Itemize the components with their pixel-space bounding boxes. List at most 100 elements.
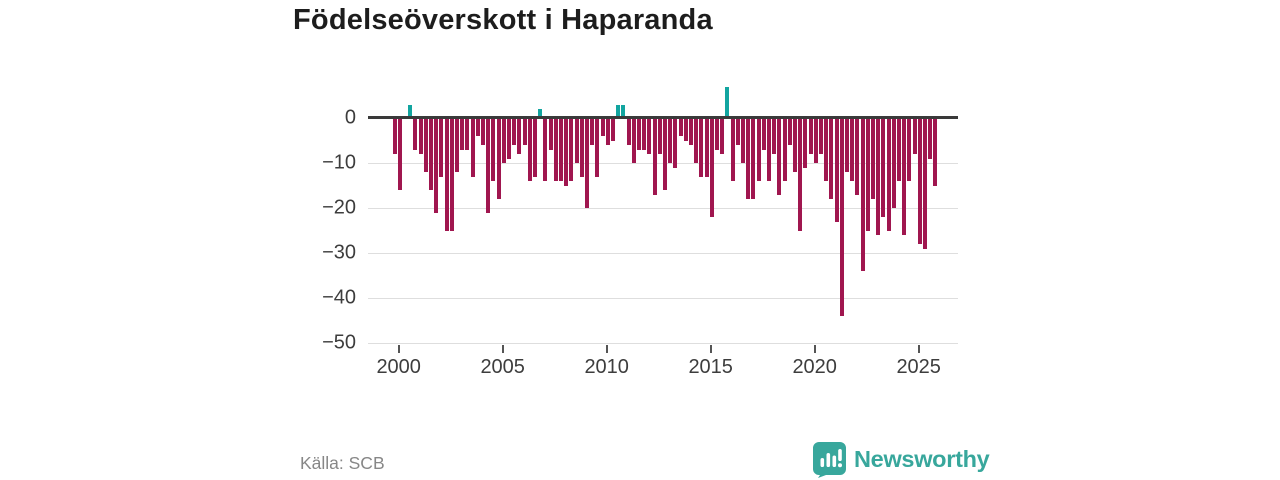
bar-negative bbox=[574, 118, 579, 164]
bar-negative bbox=[730, 118, 735, 182]
bar-negative bbox=[418, 118, 423, 155]
bar-negative bbox=[704, 118, 709, 177]
bar-negative bbox=[912, 118, 917, 155]
bar-negative bbox=[855, 118, 860, 195]
bar-negative bbox=[891, 118, 896, 209]
bar-negative bbox=[683, 118, 688, 141]
bar-negative bbox=[699, 118, 704, 177]
bar-negative bbox=[673, 118, 678, 168]
bar-positive bbox=[725, 86, 730, 119]
bar-negative bbox=[465, 118, 470, 150]
bar-negative bbox=[397, 118, 402, 191]
source-label: Källa: SCB bbox=[300, 453, 385, 473]
gridline bbox=[368, 253, 958, 255]
x-axis-tick bbox=[605, 345, 608, 353]
bar-negative bbox=[595, 118, 600, 177]
bar-negative bbox=[527, 118, 532, 182]
bar-negative bbox=[777, 118, 782, 195]
bar-negative bbox=[454, 118, 460, 173]
bar-negative bbox=[922, 118, 928, 249]
newsworthy-wordmark: Newsworthy bbox=[854, 446, 990, 472]
x-axis-tick-label: 2000 bbox=[376, 356, 421, 378]
x-axis-tick bbox=[917, 345, 920, 353]
bar-negative bbox=[496, 118, 501, 200]
chart-title: Födelseöverskott i Haparanda bbox=[293, 4, 713, 36]
x-axis-tick-label: 2010 bbox=[584, 356, 629, 378]
bar-negative bbox=[876, 118, 881, 236]
bar-negative bbox=[652, 118, 657, 195]
bar-negative bbox=[720, 118, 725, 155]
y-axis-tick-label: 0 bbox=[344, 106, 356, 129]
y-axis-tick-label: −50 bbox=[322, 331, 356, 354]
x-axis-tick bbox=[709, 345, 712, 353]
bar-negative bbox=[829, 118, 834, 200]
bar-negative bbox=[694, 118, 699, 164]
bar-negative bbox=[553, 118, 558, 182]
bar-negative bbox=[517, 118, 522, 155]
bar-positive bbox=[621, 104, 626, 119]
bar-positive bbox=[408, 104, 413, 119]
bar-negative bbox=[813, 118, 818, 164]
bar-negative bbox=[522, 118, 527, 146]
bar-negative bbox=[491, 118, 496, 182]
bar-negative bbox=[569, 118, 574, 182]
x-axis-tick bbox=[397, 345, 400, 353]
bar-negative bbox=[933, 118, 938, 186]
bar-negative bbox=[896, 118, 902, 182]
bar-negative bbox=[434, 118, 439, 213]
x-axis-tick-label: 2005 bbox=[480, 356, 525, 378]
bar-negative bbox=[917, 118, 922, 245]
bar-negative bbox=[740, 118, 746, 164]
bar-negative bbox=[761, 118, 766, 150]
bar-negative bbox=[428, 118, 434, 191]
bar-negative bbox=[626, 118, 631, 146]
bar-negative bbox=[647, 118, 652, 155]
bar-negative bbox=[605, 118, 610, 146]
bar-negative bbox=[564, 118, 569, 186]
bar-negative bbox=[558, 118, 564, 182]
bar-negative bbox=[792, 118, 798, 173]
bar-negative bbox=[678, 118, 683, 137]
bar-negative bbox=[907, 118, 912, 182]
bar-negative bbox=[636, 118, 642, 150]
bar-negative bbox=[928, 118, 933, 159]
gridline bbox=[368, 343, 958, 345]
gridline bbox=[368, 298, 958, 300]
bar-negative bbox=[860, 118, 865, 272]
bar-negative bbox=[782, 118, 787, 182]
bar-negative bbox=[772, 118, 777, 155]
bar-negative bbox=[865, 118, 870, 231]
y-axis-tick-label: −10 bbox=[322, 151, 356, 174]
bar-negative bbox=[480, 118, 486, 146]
bar-negative bbox=[470, 118, 475, 177]
x-axis-tick bbox=[501, 345, 504, 353]
bar-positive bbox=[616, 104, 621, 119]
zero-baseline bbox=[368, 116, 958, 120]
bar-negative bbox=[844, 118, 850, 173]
x-axis-tick-label: 2020 bbox=[792, 356, 837, 378]
newsworthy-logo: Newsworthy bbox=[812, 441, 990, 478]
x-axis-tick-label: 2015 bbox=[688, 356, 733, 378]
bar-negative bbox=[512, 118, 517, 146]
bar-negative bbox=[756, 118, 761, 182]
x-axis-tick-label: 2025 bbox=[896, 356, 941, 378]
bar-negative bbox=[709, 118, 714, 218]
bar-negative bbox=[584, 118, 590, 209]
bar-negative bbox=[662, 118, 668, 191]
bar-negative bbox=[746, 118, 751, 200]
newsworthy-logo-icon bbox=[812, 441, 847, 478]
bar-negative bbox=[501, 118, 506, 164]
bar-negative bbox=[449, 118, 454, 231]
bar-negative bbox=[798, 118, 803, 231]
bar-negative bbox=[870, 118, 876, 200]
bar-negative bbox=[642, 118, 647, 150]
bar-negative bbox=[668, 118, 673, 164]
bar-negative bbox=[486, 118, 491, 213]
bar-negative bbox=[714, 118, 720, 150]
bar-negative bbox=[439, 118, 444, 177]
bar-negative bbox=[834, 118, 839, 222]
x-axis-tick bbox=[813, 345, 816, 353]
bar-negative bbox=[839, 118, 844, 317]
